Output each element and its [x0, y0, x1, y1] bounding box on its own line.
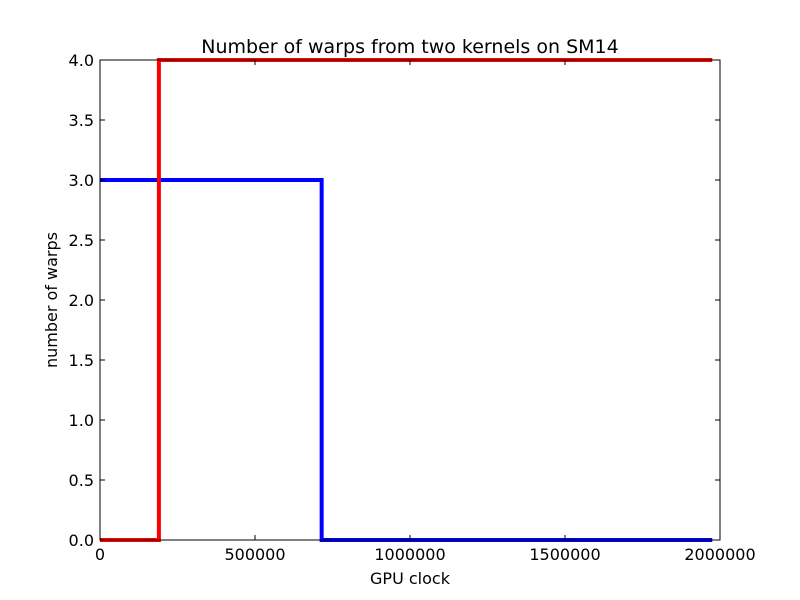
y-tick-label: 2.5: [69, 231, 94, 250]
y-tick-label: 3.5: [69, 111, 94, 130]
x-tick-label: 1000000: [374, 545, 445, 564]
y-tick-label: 3.0: [69, 171, 94, 190]
x-tick-label: 0: [95, 545, 105, 564]
x-tick-label: 500000: [224, 545, 285, 564]
x-axis-label: GPU clock: [370, 569, 451, 588]
y-tick-label: 4.0: [69, 51, 94, 70]
y-tick-label: 1.5: [69, 351, 94, 370]
x-axis-ticks: 0 500000 1000000 1500000 2000000: [95, 60, 756, 564]
y-tick-label: 0.5: [69, 471, 94, 490]
y-axis-label: number of warps: [42, 232, 61, 368]
y-tick-label: 1.0: [69, 411, 94, 430]
y-tick-label: 2.0: [69, 291, 94, 310]
x-tick-label: 1500000: [529, 545, 600, 564]
y-tick-label: 0.0: [69, 531, 94, 550]
x-tick-label: 2000000: [684, 545, 755, 564]
plot-frame: [100, 60, 720, 540]
chart-title: Number of warps from two kernels on SM14: [201, 36, 618, 58]
y-axis-ticks: 0.0 0.5 1.0 1.5 2.0 2.5 3.0 3.5 4.0: [69, 51, 720, 550]
plot-area: 0 500000 1000000 1500000 2000000 0.0 0.5 1.0 1.…: [69, 51, 756, 564]
